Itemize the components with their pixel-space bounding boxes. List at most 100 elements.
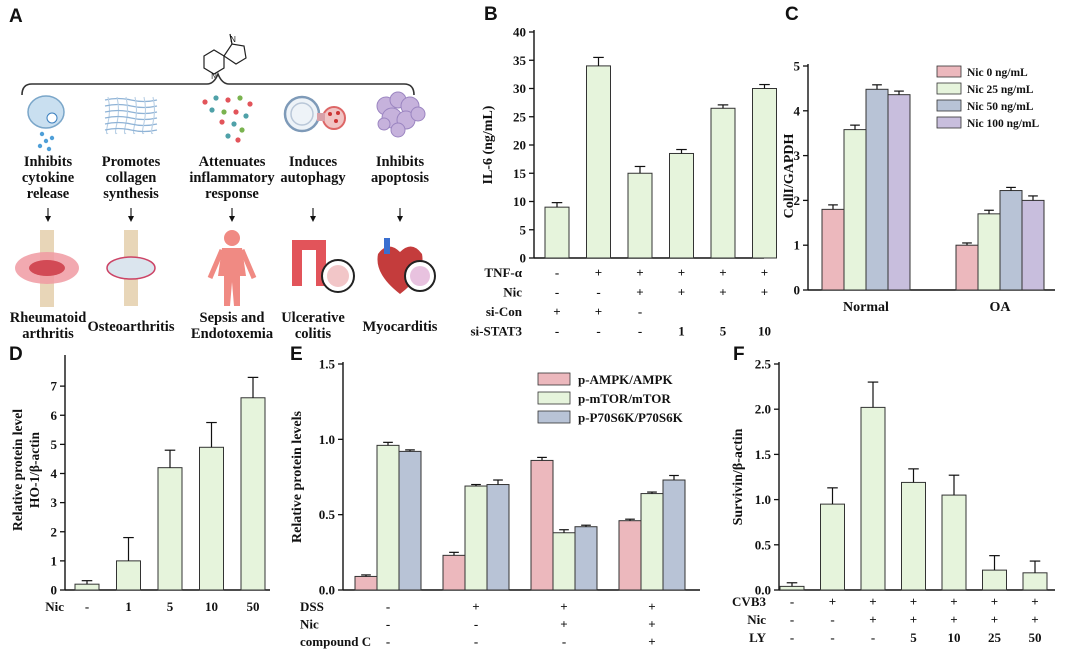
bar-0	[74, 583, 100, 591]
effect-label: inflammatory	[189, 170, 275, 186]
y-tick-label: 7	[51, 379, 58, 394]
condition-cell: -	[596, 285, 600, 300]
effect-label: autophagy	[280, 170, 346, 186]
fiber	[104, 97, 158, 103]
fiber	[150, 96, 156, 135]
cytokine-dot	[225, 133, 231, 139]
fiber	[141, 96, 147, 135]
condition-cell: -	[555, 265, 559, 280]
bar-0-1	[376, 444, 400, 591]
condition-label: Nic	[45, 599, 64, 614]
y-axis-label: Relative protein levels	[290, 410, 305, 542]
legend-label: p-AMPK/AMPK	[578, 372, 673, 387]
panel-letter: D	[9, 344, 23, 365]
condition-label: DSS	[300, 599, 324, 614]
fiber	[105, 96, 111, 135]
condition-cell: +	[991, 594, 998, 609]
heart-icon	[377, 238, 436, 294]
category-label: OA	[990, 300, 1012, 315]
fusion-neck	[317, 113, 325, 121]
y-tick-label: 0.0	[755, 583, 771, 598]
condition-cell: +	[648, 599, 655, 614]
pyrrolidine-ring	[223, 43, 247, 65]
condition-cell: -	[871, 630, 875, 645]
inflammation	[29, 260, 65, 276]
chart-D: 0 1 2 3 4 5 6 7 D Relative protein level HO-1/β-ac…	[9, 344, 270, 614]
condition-cell: -	[790, 630, 794, 645]
condition-cell: +	[648, 634, 655, 649]
bar-0-0	[354, 575, 378, 591]
y-tick-label: 1.0	[319, 432, 335, 447]
condition-cell: +	[719, 285, 726, 300]
y-axis-label: HO-1/β-actin	[27, 431, 42, 508]
cytokine-dot	[202, 99, 208, 105]
condition-label: si-STAT3	[470, 324, 522, 339]
y-tick-label: 3	[51, 495, 58, 510]
disease-label: Endotoxemia	[191, 326, 274, 342]
cytokine-dot	[233, 109, 239, 115]
condition-cell: +	[950, 612, 957, 627]
legend-label: Nic 100 ng/mL	[967, 118, 1040, 130]
y-tick-label: 5	[794, 59, 801, 74]
y-tick-label: 5	[520, 222, 527, 237]
condition-cell: -	[386, 617, 390, 632]
effect-label: response	[205, 186, 259, 202]
condition-cell: 5	[167, 599, 174, 614]
colon	[292, 240, 326, 286]
condition-cell: +	[719, 265, 726, 280]
condition-cell: +	[950, 594, 957, 609]
condition-cell: 5	[720, 324, 727, 339]
bar-1-0	[442, 554, 466, 591]
cell-secretion-icon	[27, 95, 65, 152]
chart-F: 0.0 0.5 1.0 1.5 2.0 2.5 F Survivin/β-actin CVB3 -…	[731, 344, 1055, 645]
bar-OA-3	[1021, 199, 1045, 291]
arrow-head	[229, 216, 235, 222]
effect-label: collagen	[106, 170, 157, 186]
condition-cell: +	[560, 599, 567, 614]
effect-label: Induces	[289, 154, 338, 170]
condition-cell: +	[636, 265, 643, 280]
human-body-icon	[207, 230, 257, 306]
bar-3	[669, 152, 694, 259]
arrow-head	[45, 216, 51, 222]
bar-0	[544, 206, 570, 259]
fiber	[123, 96, 129, 135]
cytokine-dot	[247, 101, 253, 107]
lysosome	[322, 106, 346, 130]
cytokine-dot	[43, 138, 49, 144]
autophagosome	[283, 95, 321, 133]
condition-label: Nic	[747, 612, 766, 627]
condition-cell: +	[648, 617, 655, 632]
y-tick-label: 0	[51, 583, 58, 598]
bar-1	[586, 65, 611, 259]
disease-label: Ulcerative	[281, 310, 345, 326]
condition-label: LY	[749, 630, 766, 645]
condition-cell: -	[562, 634, 566, 649]
y-tick-label: 15	[513, 166, 527, 181]
vessel	[384, 238, 390, 254]
nucleus	[46, 112, 58, 124]
atom-label: N	[230, 35, 236, 44]
fiber	[104, 121, 158, 127]
condition-cell: +	[869, 612, 876, 627]
y-tick-label: 4	[794, 103, 801, 118]
condition-cell: -	[474, 617, 478, 632]
cytokine-dot	[219, 119, 225, 125]
effect-label: Inhibits	[376, 154, 425, 170]
condition-cell: +	[910, 612, 917, 627]
condition-cell: 10	[758, 324, 771, 339]
cytokine-dot	[46, 146, 52, 152]
cytokine-dot	[235, 137, 241, 143]
head	[224, 230, 240, 246]
bar-Normal-1	[843, 129, 867, 291]
disease-label: colitis	[295, 326, 332, 342]
condition-cell: 25	[988, 630, 1002, 645]
cytokine-dot	[209, 107, 215, 113]
legend-swatch	[936, 99, 962, 112]
pyridine-ring	[203, 49, 225, 75]
condition-cell: +	[910, 594, 917, 609]
y-tick-label: 0.5	[319, 507, 336, 522]
y-tick-label: 1.0	[755, 492, 771, 507]
bar-4	[240, 397, 266, 591]
y-tick-label: 1.5	[319, 357, 336, 372]
